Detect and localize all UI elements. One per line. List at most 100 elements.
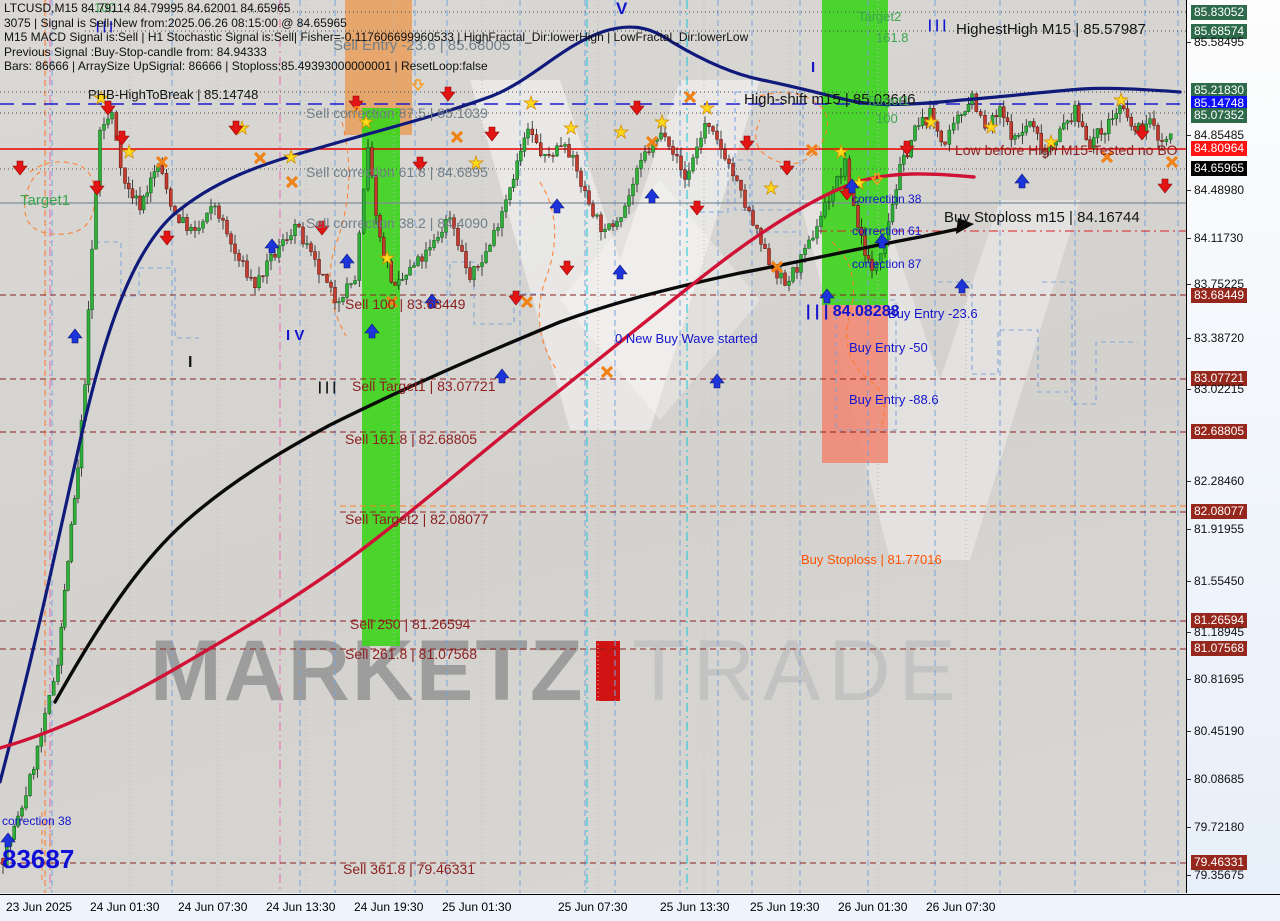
annotation-wave-marks: | | |	[96, 19, 113, 33]
sell-arrow-icon	[159, 230, 175, 246]
price-levels	[0, 11, 1186, 864]
annotation-roman-iv: I V	[286, 327, 305, 344]
star-marker-icon: ★	[1113, 90, 1129, 110]
star-marker-icon: ★	[699, 98, 715, 118]
price-label: 84.11730	[1186, 231, 1246, 246]
annotation-sell-2618: Sell 261.8 | 81.07568	[345, 646, 478, 662]
chart-canvas[interactable]: ★★★★★★★★★ ★ ★★★★★★ ★★★	[0, 0, 1186, 893]
price-label: 83.02215	[1186, 382, 1247, 397]
sell-arrow-icon	[1157, 178, 1173, 194]
price-label: 81.26594	[1191, 613, 1248, 628]
star-marker-icon: ★	[923, 112, 939, 132]
sell-arrow-icon	[629, 100, 645, 116]
sell-arrow-icon	[899, 140, 915, 156]
buy-arrow-icon	[954, 278, 970, 294]
chart-area[interactable]: MARKETZ TRADE ★ ★ ★ ★ ★ ★ ★ ★ ★ ★ ★ ★ ★ ★ ★ ★ ★ ★ ★ LTCUSD…	[0, 0, 1187, 893]
header-line-ohlc: LTCUSD,M15 84.79114 84.79995 84.62001 84…	[4, 1, 291, 15]
annotation-buy-entry-236: Buy Entry -23.6	[888, 306, 978, 321]
buy-arrow-icon	[339, 253, 355, 269]
annotation-correction-61: correction 61	[852, 224, 922, 238]
price-label: 82.08077	[1191, 504, 1248, 519]
annotation-low-before-high: Low before High M15-Tested no BO	[955, 142, 1178, 158]
star-marker-icon: ★	[358, 112, 374, 132]
time-label: 24 Jun 13:30	[266, 900, 336, 914]
price-scale[interactable]: 85.83052 85.68574 85.58495 85.21830 85.14748…	[1186, 0, 1280, 893]
star-marker-icon: ★	[763, 178, 779, 198]
price-label: 83.38720	[1186, 331, 1247, 346]
buy-arrow-icon	[424, 293, 440, 309]
sell-arrow-icon	[508, 290, 524, 306]
annotation-sell-target2: Sell Target2 | 82.08077	[345, 511, 489, 527]
buy-arrow-icon	[819, 288, 835, 304]
price-label: 85.14748	[1191, 96, 1248, 111]
price-label: 81.91955	[1186, 522, 1247, 537]
annotation-wave-marks-top: | | |	[928, 17, 947, 32]
price-label: 85.83052	[1191, 5, 1248, 20]
annotation-sell-100: Sell 100 | 83.68449	[345, 296, 466, 312]
annotation-phb-high-to-break: PHB-HighToBreak | 85.14748	[88, 87, 259, 102]
time-label: 23 Jun 2025	[6, 900, 73, 914]
price-label: 80.08685	[1186, 772, 1247, 787]
buy-arrow-icon	[364, 323, 380, 339]
star-marker-icon: ★	[563, 118, 579, 138]
header-line-signal: 3075 | Signal is Sell-New from:2025.06.2…	[4, 15, 347, 30]
star-marker-icon: ★	[613, 122, 629, 142]
annotation-sell-1618: Sell 161.8 | 82.68805	[345, 431, 478, 447]
sell-arrow-icon	[779, 160, 795, 176]
annotation-buy-entry-886: Buy Entry -88.6	[849, 392, 939, 407]
annotation-buy-entry-50: Buy Entry -50	[849, 340, 928, 355]
time-label: 25 Jun 19:30	[750, 900, 820, 914]
indicator-header: LTCUSD,M15 84.79114 84.79995 84.62001 84…	[4, 1, 748, 74]
annotation-roman-v: V	[616, 0, 628, 18]
annotation-correction-38-bottom: correction 38	[2, 814, 72, 828]
buy-arrow-icon	[644, 188, 660, 204]
annotation-correction-38: correction 38	[852, 192, 922, 206]
buy-arrow-icon	[264, 238, 280, 254]
annotation-target2-1618: 161.8	[876, 30, 909, 45]
sell-arrow-icon	[440, 86, 456, 102]
price-label: 80.45190	[1186, 724, 1247, 739]
price-label: 82.68805	[1191, 424, 1248, 439]
time-label: 26 Jun 01:30	[838, 900, 908, 914]
price-label: 81.18945	[1186, 625, 1247, 640]
time-label: 26 Jun 07:30	[926, 900, 996, 914]
buy-arrow-icon	[612, 264, 628, 280]
star-marker-icon: ★	[379, 248, 395, 268]
annotation-roman-i: I	[188, 354, 193, 371]
annotation-highest-high: HighestHigh M15 | 85.57987	[956, 21, 1146, 38]
time-label: 25 Jun 13:30	[660, 900, 730, 914]
time-axis[interactable]: 23 Jun 2025 24 Jun 01:30 24 Jun 07:30 24 Ju…	[0, 894, 1280, 921]
price-label: 84.85485	[1186, 128, 1247, 143]
buy-arrow-icon	[1014, 173, 1030, 189]
annotation-new-buy-wave: 0 New Buy Wave started	[615, 331, 758, 346]
annotation-buy-stoploss: Buy Stoploss | 81.77016	[801, 552, 942, 567]
annotation-wave-100-label: 100	[94, 0, 116, 15]
price-label: 81.55450	[1186, 574, 1247, 589]
sell-arrow-icon	[228, 120, 244, 136]
price-label: 84.48980	[1186, 183, 1247, 198]
annotation-roman-i-right: I	[811, 59, 816, 76]
price-label: 79.72180	[1186, 820, 1247, 835]
time-label: 24 Jun 01:30	[90, 900, 160, 914]
sell-arrow-icon	[412, 156, 428, 172]
time-label: 25 Jun 01:30	[442, 900, 512, 914]
buy-arrow-icon	[494, 368, 510, 384]
annotation-buy-stoploss-m15: Buy Stoploss m15 | 84.16744	[944, 209, 1140, 226]
orange-arrow-icon	[350, 106, 364, 119]
star-marker-icon: ★	[1043, 132, 1059, 152]
annotation-wave-marks-black: | | |	[318, 379, 337, 394]
price-label: 84.80964	[1191, 141, 1248, 156]
sell-arrow-icon	[100, 100, 116, 116]
buy-arrow-icon	[67, 328, 83, 344]
watermark-bar-icon	[596, 641, 621, 701]
candles	[1, 90, 1173, 874]
sell-arrow-icon	[89, 180, 105, 196]
sell-arrow-icon	[314, 220, 330, 236]
sell-arrow-icon	[559, 260, 575, 276]
annotation-bars-counter: 83687	[2, 844, 75, 874]
sell-arrow-icon	[12, 160, 28, 176]
price-label: 85.68574	[1191, 24, 1248, 39]
buy-arrow-icon	[0, 832, 16, 848]
annotation-target2: Target2	[858, 9, 902, 24]
